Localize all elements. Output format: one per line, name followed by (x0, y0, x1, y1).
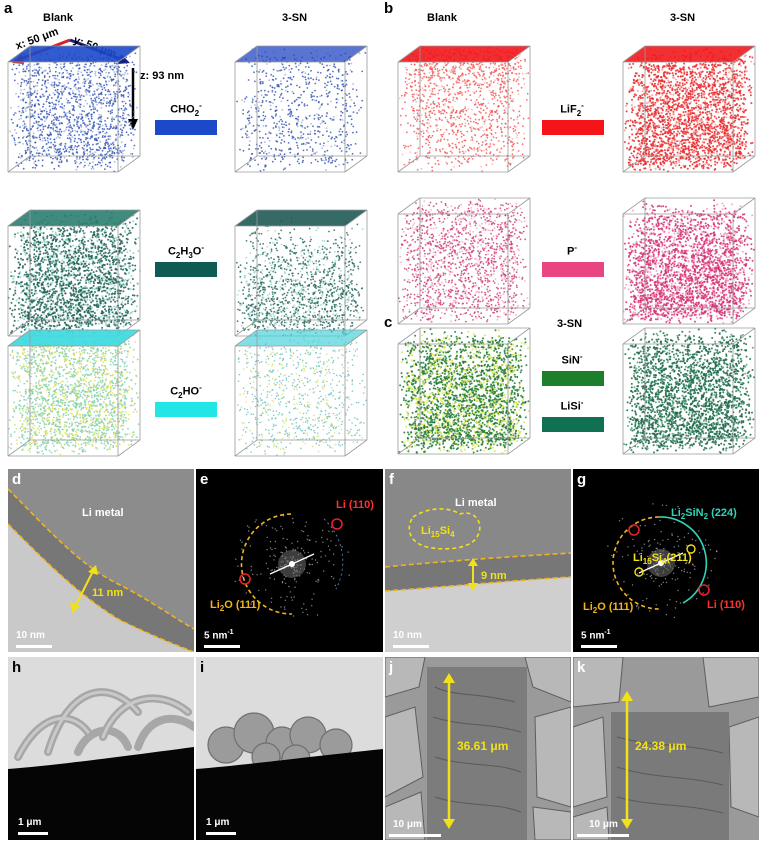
j-thickness-label: 36.61 μm (457, 739, 508, 753)
k-scale-label: 10 μm (589, 819, 618, 830)
cube-c2h3o-3sn (235, 210, 367, 336)
cube-c2h3o-blank (7, 210, 141, 336)
g-li2sin2-label: Li2SiN2 (224) (671, 507, 737, 521)
swatch-c2ho (155, 402, 217, 417)
panel-i-tem: i 1 μm (196, 657, 383, 840)
d-thickness-label: 11 nm (92, 587, 123, 599)
panel-label-d: d (12, 471, 21, 488)
panel-label-i: i (200, 659, 204, 676)
cube-lif2-blank (398, 46, 530, 172)
panel-label-g: g (577, 471, 586, 488)
panel-h-tem: h 1 μm (8, 657, 194, 840)
tof-sims-cubes (0, 0, 759, 460)
d-li-metal-label: Li metal (82, 507, 124, 519)
cube-c2ho-blank (8, 330, 141, 456)
g-li-label: Li (110) (707, 599, 745, 611)
panel-j-sem: j 36.61 μm 10 μm (385, 657, 571, 840)
panel-label-j: j (389, 659, 393, 676)
d-scale-label: 10 nm (16, 630, 45, 641)
panel-label-e: e (200, 471, 208, 488)
cube-p-blank (398, 198, 530, 324)
e-li2o-label: Li2O (111) (210, 599, 260, 613)
e-li-label: Li (110) (336, 499, 374, 511)
cube-sin-lisi-3sn (623, 328, 755, 454)
swatch-cho2 (155, 120, 217, 135)
k-thickness-label: 24.38 μm (635, 739, 686, 753)
panel-d-tem: d Li metal 11 nm 10 nm (8, 469, 194, 652)
panel-k-sem: k 24.38 μm 10 μm (573, 657, 759, 840)
panel-label-f: f (389, 471, 394, 488)
legend-c2h3o: C2H3O- (141, 243, 231, 260)
legend-sin: SiN- (527, 352, 617, 367)
i-scale-label: 1 μm (206, 817, 229, 828)
panel-f-tem: f Li metal Li15Si4 9 nm 10 nm (385, 469, 571, 652)
cube-cho2-3sn (235, 46, 367, 172)
swatch-lif2 (542, 120, 604, 135)
f-phase-label: Li15Si4 (421, 525, 455, 539)
swatch-p (542, 262, 604, 277)
f-li-metal-label: Li metal (455, 497, 497, 509)
e-scale-label: 5 nm-1 (204, 629, 234, 641)
panel-label-h: h (12, 659, 21, 676)
panel-label-k: k (577, 659, 585, 676)
swatch-sin (542, 371, 604, 386)
f-thickness-label: 9 nm (481, 570, 507, 582)
swatch-lisi (542, 417, 604, 432)
legend-c2ho: C2HO- (141, 383, 231, 400)
g-li2o-label: Li2O (111) (583, 601, 633, 615)
legend-cho2: CHO2- (141, 101, 231, 118)
j-scale-label: 10 μm (393, 819, 422, 830)
h-scale-label: 1 μm (18, 817, 41, 828)
legend-lisi: LiSi- (527, 398, 617, 413)
cube-lif2-3sn (623, 46, 755, 172)
swatch-c2h3o (155, 262, 217, 277)
panel-g-fft: g Li2SiN2 (224) Li15Si4(211) Li2O (111) … (573, 469, 759, 652)
g-scale-label: 5 nm-1 (581, 629, 611, 641)
f-scale-label: 10 nm (393, 630, 422, 641)
cube-c2ho-3sn (235, 330, 367, 456)
cube-p-3sn (623, 198, 755, 324)
legend-lif2: LiF2- (527, 101, 617, 118)
cube-sin-lisi-blank (398, 328, 530, 454)
legend-p: P- (527, 243, 617, 258)
cube-cho2-blank (8, 46, 140, 172)
panel-e-fft: e Li (110) Li2O (111) 5 nm-1 (196, 469, 383, 652)
g-lisi-label: Li15Si4(211) (633, 552, 692, 566)
